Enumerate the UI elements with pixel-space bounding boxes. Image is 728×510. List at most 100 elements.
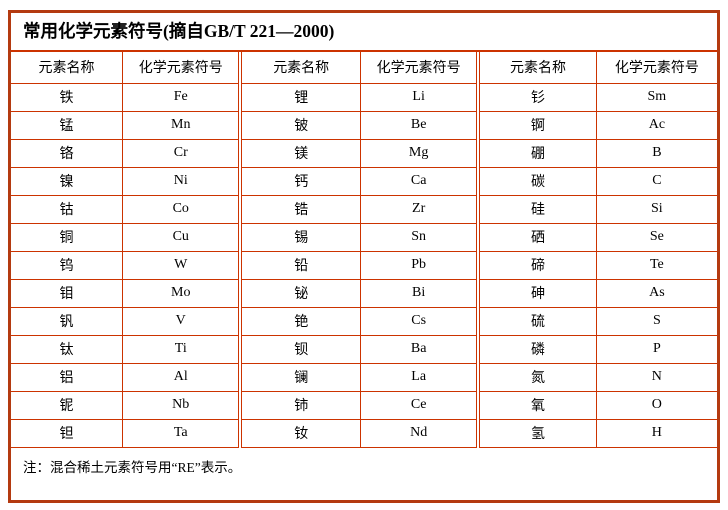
element-name-cell: 氢 [476,418,597,448]
element-name-cell: 镧 [238,362,361,392]
element-symbol-cell: Al [122,362,241,392]
element-symbol-cell: Sn [359,222,479,252]
element-symbol-cell: As [595,278,717,308]
element-name-cell: 钨 [11,250,124,280]
col-header-element-symbol: 化学元素符号 [595,52,717,84]
element-symbol-cell: N [595,362,717,392]
element-symbol-cell: Mg [359,138,479,168]
col-header-element-name: 元素名称 [238,52,361,84]
element-symbol-cell: Be [359,110,479,140]
element-name-cell: 钼 [11,278,124,308]
element-symbol-cell: Pb [359,250,479,280]
element-symbol-cell: P [595,334,717,364]
element-symbol-cell: Mn [122,110,241,140]
element-symbol-cell: Nb [122,390,241,420]
element-symbol-cell: Mo [122,278,241,308]
elements-table: 元素名称 化学元素符号 元素名称 化学元素符号 元素名称 化学元素符号 铁 Fe 锂… [11,52,717,448]
element-name-cell: 铜 [11,222,124,252]
element-name-cell: 钙 [238,166,361,196]
element-name-cell: 硒 [476,222,597,252]
table-row: 钼 Mo 铋 Bi 砷 As [11,278,717,308]
element-name-cell: 钽 [11,418,124,448]
element-name-cell: 铈 [238,390,361,420]
col-header-element-name: 元素名称 [476,52,597,84]
table-body: 铁 Fe 锂 Li 钐 Sm 锰 Mn 铍 Be 锕 Ac 铬 Cr 镁 Mg 硼 B 镍 Ni 钙 Ca 碳 C 钴 Co 锆 Zr… [11,82,717,448]
element-symbol-cell: Cu [122,222,241,252]
element-symbol-cell: V [122,306,241,336]
element-name-cell: 锆 [238,194,361,224]
element-symbol-cell: Si [595,194,717,224]
table-row: 铝 Al 镧 La 氮 N [11,362,717,392]
element-name-cell: 硅 [476,194,597,224]
element-name-cell: 锰 [11,110,124,140]
element-symbol-cell: Fe [122,82,241,112]
table-row: 钒 V 铯 Cs 硫 S [11,306,717,336]
element-name-cell: 铋 [238,278,361,308]
table-row: 铬 Cr 镁 Mg 硼 B [11,138,717,168]
element-name-cell: 铯 [238,306,361,336]
element-name-cell: 碳 [476,166,597,196]
element-name-cell: 锕 [476,110,597,140]
element-name-cell: 硫 [476,306,597,336]
header-row: 元素名称 化学元素符号 元素名称 化学元素符号 元素名称 化学元素符号 [11,52,717,84]
element-name-cell: 氮 [476,362,597,392]
page-title: 常用化学元素符号(摘自GB/T 221—2000) [11,13,717,52]
element-name-cell: 砷 [476,278,597,308]
table-row: 锰 Mn 铍 Be 锕 Ac [11,110,717,140]
table-row: 钽 Ta 钕 Nd 氢 H [11,418,717,448]
element-name-cell: 钛 [11,334,124,364]
element-name-cell: 氧 [476,390,597,420]
element-symbol-cell: Bi [359,278,479,308]
element-symbol-cell: O [595,390,717,420]
element-symbol-cell: B [595,138,717,168]
footnote: 注：混合稀土元素符号用“RE”表示。 [23,459,242,475]
element-symbol-cell: Ca [359,166,479,196]
element-name-cell: 镍 [11,166,124,196]
element-symbol-cell: Ta [122,418,241,448]
element-name-cell: 钒 [11,306,124,336]
table-row: 铌 Nb 铈 Ce 氧 O [11,390,717,420]
element-symbol-cell: Li [359,82,479,112]
element-symbol-cell: S [595,306,717,336]
element-symbol-cell: Ti [122,334,241,364]
element-name-cell: 镁 [238,138,361,168]
element-name-cell: 铁 [11,82,124,112]
element-name-cell: 碲 [476,250,597,280]
table-row: 钨 W 铅 Pb 碲 Te [11,250,717,280]
element-symbol-cell: Cr [122,138,241,168]
element-name-cell: 锡 [238,222,361,252]
table-row: 铁 Fe 锂 Li 钐 Sm [11,82,717,112]
table-row: 镍 Ni 钙 Ca 碳 C [11,166,717,196]
element-symbol-cell: C [595,166,717,196]
document-table-frame: 常用化学元素符号(摘自GB/T 221—2000) 元素名称 化学元素符号 元素… [8,10,720,503]
table-row: 铜 Cu 锡 Sn 硒 Se [11,222,717,252]
element-name-cell: 铍 [238,110,361,140]
element-symbol-cell: Co [122,194,241,224]
element-symbol-cell: Se [595,222,717,252]
element-name-cell: 钡 [238,334,361,364]
element-symbol-cell: Ba [359,334,479,364]
element-name-cell: 钐 [476,82,597,112]
table-row: 钛 Ti 钡 Ba 磷 P [11,334,717,364]
element-symbol-cell: Te [595,250,717,280]
element-name-cell: 硼 [476,138,597,168]
element-name-cell: 铅 [238,250,361,280]
element-name-cell: 钴 [11,194,124,224]
element-symbol-cell: Ce [359,390,479,420]
element-symbol-cell: Ni [122,166,241,196]
element-symbol-cell: Zr [359,194,479,224]
col-header-element-name: 元素名称 [11,52,124,84]
element-symbol-cell: Cs [359,306,479,336]
element-name-cell: 铝 [11,362,124,392]
element-symbol-cell: W [122,250,241,280]
table-row: 钴 Co 锆 Zr 硅 Si [11,194,717,224]
element-name-cell: 钕 [238,418,361,448]
element-name-cell: 铌 [11,390,124,420]
col-header-element-symbol: 化学元素符号 [122,52,241,84]
col-header-element-symbol: 化学元素符号 [359,52,479,84]
element-name-cell: 磷 [476,334,597,364]
element-name-cell: 锂 [238,82,361,112]
element-name-cell: 铬 [11,138,124,168]
element-symbol-cell: H [595,418,717,448]
element-symbol-cell: Nd [359,418,479,448]
